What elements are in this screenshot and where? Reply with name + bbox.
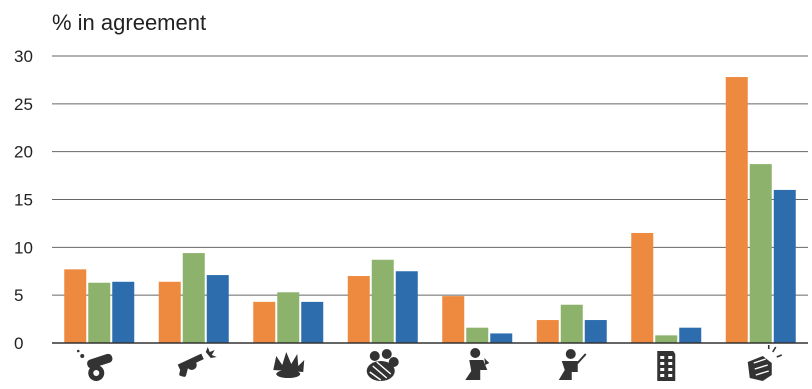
- bar-revolver-series-1: [158, 281, 181, 343]
- category-icons: [76, 345, 783, 381]
- y-tick-label: 30: [14, 47, 33, 66]
- bar-fist-series-2: [749, 164, 772, 343]
- bar-cannon-series-2: [88, 282, 111, 343]
- bar-explosion-series-2: [277, 292, 300, 343]
- bar-praying-person-series-1: [442, 296, 465, 343]
- bars: [64, 77, 796, 344]
- crowd-icon: [366, 349, 399, 381]
- building-icon: [657, 351, 676, 381]
- bar-revolver-series-3: [206, 275, 229, 343]
- y-axis-label: % in agreement: [52, 10, 206, 35]
- bar-cannon-series-3: [112, 281, 135, 343]
- bar-revolver-series-2: [182, 253, 205, 343]
- bar-crowd-series-1: [347, 276, 370, 343]
- bar-person-with-weapon-series-2: [560, 304, 583, 343]
- y-tick-label: 15: [14, 191, 33, 210]
- person-with-weapon-icon: [558, 349, 587, 380]
- y-tick-label: 5: [14, 286, 23, 305]
- bar-praying-person-series-2: [466, 327, 489, 343]
- bar-cannon-series-1: [64, 269, 87, 343]
- bar-building-series-1: [631, 232, 654, 343]
- bar-explosion-series-1: [253, 301, 276, 343]
- bar-building-series-2: [655, 335, 678, 343]
- y-tick-label: 10: [14, 238, 33, 257]
- y-tick-label: 25: [14, 95, 33, 114]
- y-tick-label: 0: [14, 334, 23, 353]
- bar-person-with-weapon-series-1: [536, 320, 559, 343]
- bar-explosion-series-3: [301, 301, 324, 343]
- gridlines: [52, 55, 808, 296]
- praying-person-icon: [465, 348, 490, 380]
- y-axis-ticks: 0 5 10 15 20 25 30: [14, 47, 33, 353]
- bar-fist-series-3: [773, 189, 796, 343]
- cannon-icon: [76, 349, 113, 381]
- bar-building-series-3: [679, 327, 702, 343]
- explosion-icon: [273, 352, 305, 378]
- fist-icon: [747, 345, 783, 381]
- bar-praying-person-series-3: [490, 333, 513, 343]
- y-tick-label: 20: [14, 143, 33, 162]
- revolver-icon: [177, 347, 217, 377]
- bar-fist-series-1: [725, 77, 748, 344]
- bar-crowd-series-2: [371, 259, 394, 343]
- bar-person-with-weapon-series-3: [584, 320, 607, 343]
- bar-crowd-series-3: [395, 271, 418, 343]
